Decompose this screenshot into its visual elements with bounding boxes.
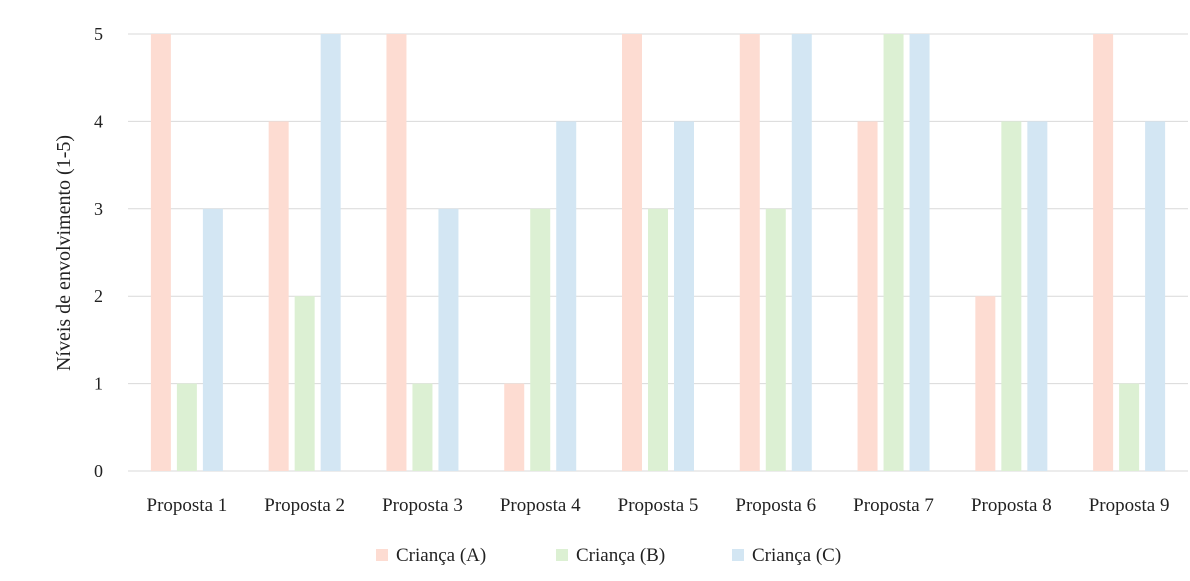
bar [791, 34, 812, 471]
bar [530, 208, 551, 472]
y-tick-label: 0 [94, 461, 103, 481]
x-tick-label: Proposta 5 [618, 495, 699, 516]
bar [438, 208, 459, 472]
y-axis-label: Níveis de envolvimento (1-5) [53, 135, 75, 371]
x-tick-label: Proposta 9 [1089, 495, 1170, 516]
bar [857, 121, 878, 472]
bar [1093, 34, 1114, 471]
legend-swatch [556, 549, 568, 561]
bar [412, 383, 433, 471]
bar [1145, 121, 1166, 472]
bar [202, 208, 223, 472]
x-tick-label: Proposta 7 [853, 495, 934, 516]
y-tick-label: 4 [94, 111, 103, 131]
bar [909, 34, 930, 471]
bar [1001, 121, 1022, 472]
bar [622, 34, 642, 471]
legend-label: Criança (C) [752, 545, 841, 566]
y-tick-label: 5 [94, 24, 103, 44]
y-tick-label: 2 [94, 286, 103, 306]
legend-label: Criança (A) [396, 545, 486, 566]
bar [739, 34, 760, 471]
x-tick-label: Proposta 3 [382, 495, 463, 516]
bar [386, 34, 407, 471]
bar [320, 34, 341, 471]
bar [1119, 383, 1140, 471]
x-tick-label: Proposta 1 [147, 495, 228, 516]
bars [150, 34, 1166, 472]
x-tick-label: Proposta 6 [735, 495, 816, 516]
tick-labels: 0 1 2 3 4 5 Proposta 1 Proposta 2 Proposta 3 Prop… [94, 24, 1169, 516]
bar [294, 296, 315, 471]
bar [504, 383, 525, 471]
legend-swatch [732, 549, 744, 561]
bar [176, 383, 197, 471]
bar [150, 34, 171, 471]
x-tick-label: Proposta 4 [500, 495, 581, 516]
y-tick-label: 1 [94, 374, 103, 394]
bar [556, 121, 577, 472]
legend-label: Criança (B) [576, 545, 665, 566]
legend: Criança (A) Criança (B) Criança (C) [376, 545, 841, 566]
x-tick-label: Proposta 8 [971, 495, 1052, 516]
bar [674, 121, 694, 472]
x-tick-label: Proposta 2 [264, 495, 345, 516]
bar [268, 121, 289, 472]
bar [883, 34, 904, 471]
bar [975, 296, 996, 471]
bar [1027, 121, 1048, 472]
y-tick-label: 3 [94, 199, 103, 219]
bar [765, 208, 786, 472]
bar [648, 208, 668, 472]
legend-swatch [376, 549, 388, 561]
